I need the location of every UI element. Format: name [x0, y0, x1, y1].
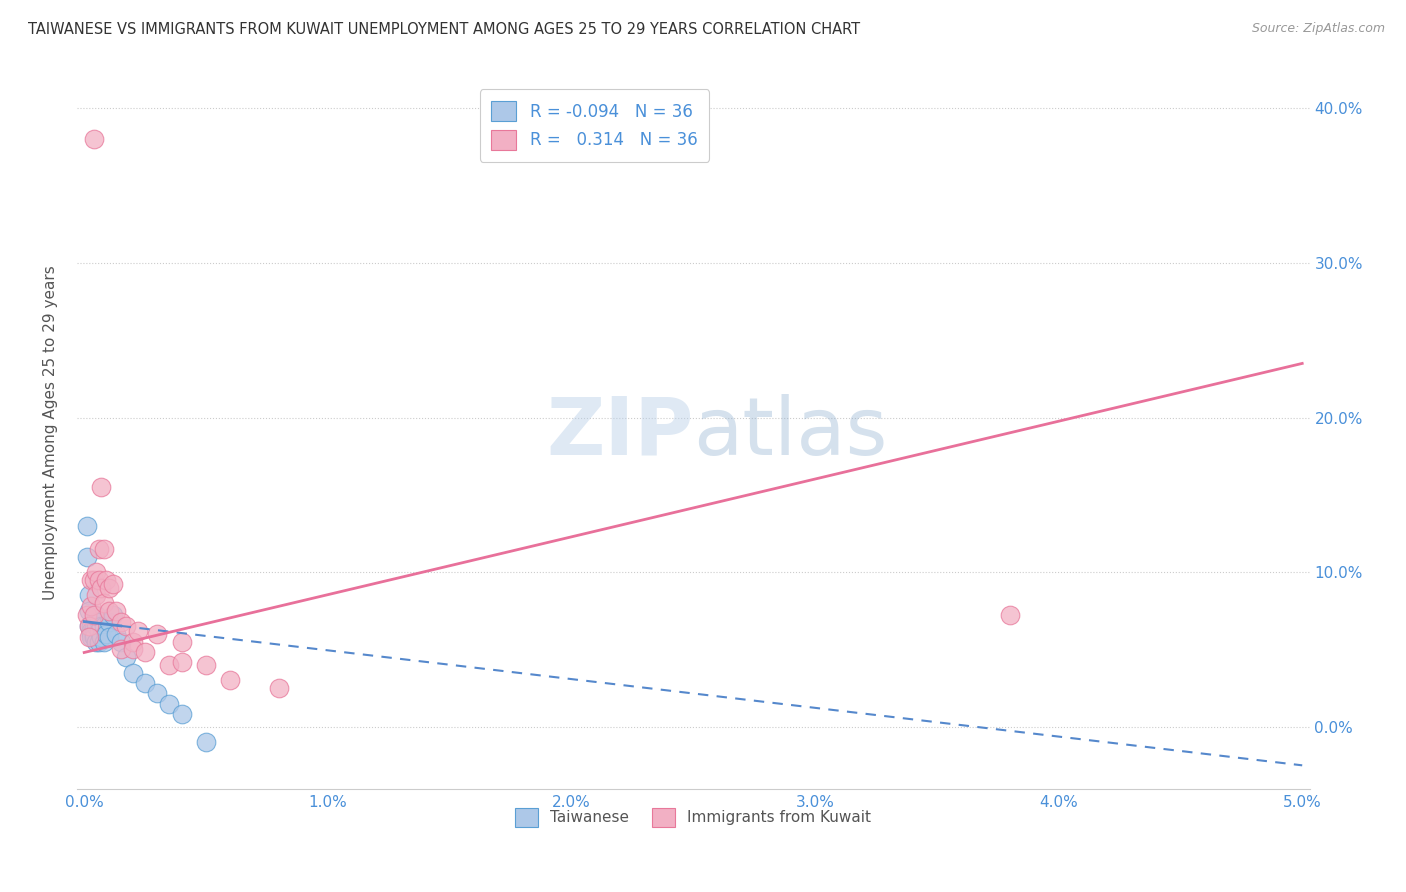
Point [80, 599, 103, 614]
Point [86, 608, 108, 623]
Point [87, 573, 110, 587]
Point [80, 619, 103, 633]
Legend: Taiwanese, Immigrants from Kuwait: Taiwanese, Immigrants from Kuwait [508, 800, 879, 834]
Point [170, 634, 193, 648]
Point [114, 650, 136, 665]
Point [76, 518, 98, 533]
Point [77, 630, 100, 644]
Point [93, 541, 115, 556]
Point [77, 619, 100, 633]
Point [122, 634, 145, 648]
Point [219, 673, 242, 688]
Point [87, 541, 110, 556]
Y-axis label: Unemployment Among Ages 25 to 29 years: Unemployment Among Ages 25 to 29 years [44, 266, 58, 600]
Point [93, 619, 115, 633]
Point [94, 627, 117, 641]
Point [90, 619, 112, 633]
Point [80, 627, 103, 641]
Point [83, 619, 105, 633]
Point [86, 565, 108, 579]
Point [110, 634, 132, 648]
Point [267, 681, 290, 695]
Point [104, 627, 127, 641]
Point [77, 588, 100, 602]
Point [80, 624, 103, 638]
Text: ZIP: ZIP [546, 394, 693, 472]
Point [122, 665, 145, 680]
Point [93, 596, 115, 610]
Point [90, 581, 112, 595]
Point [170, 655, 193, 669]
Point [87, 615, 110, 629]
Text: Source: ZipAtlas.com: Source: ZipAtlas.com [1251, 22, 1385, 36]
Point [77, 619, 100, 633]
Point [998, 608, 1021, 623]
Point [86, 615, 108, 629]
Point [134, 645, 156, 659]
Point [76, 549, 98, 564]
Point [83, 630, 105, 644]
Point [80, 573, 103, 587]
Point [83, 573, 105, 587]
Point [86, 634, 108, 648]
Point [103, 577, 125, 591]
Text: atlas: atlas [693, 394, 887, 472]
Point [94, 573, 117, 587]
Point [97, 615, 120, 629]
Point [90, 630, 112, 644]
Point [86, 619, 108, 633]
Point [110, 642, 132, 657]
Point [103, 608, 125, 623]
Point [159, 697, 181, 711]
Point [86, 588, 108, 602]
Point [87, 624, 110, 638]
Point [77, 604, 100, 618]
Point [122, 642, 145, 657]
Point [90, 480, 112, 494]
Point [97, 604, 120, 618]
Point [80, 630, 103, 644]
Point [104, 604, 127, 618]
Point [97, 630, 120, 644]
Point [170, 707, 193, 722]
Point [159, 657, 181, 672]
Point [114, 619, 136, 633]
Point [146, 627, 169, 641]
Point [195, 657, 218, 672]
Text: TAIWANESE VS IMMIGRANTS FROM KUWAIT UNEMPLOYMENT AMONG AGES 25 TO 29 YEARS CORRE: TAIWANESE VS IMMIGRANTS FROM KUWAIT UNEM… [28, 22, 860, 37]
Point [76, 608, 98, 623]
Point [83, 608, 105, 623]
Point [127, 624, 149, 638]
Point [83, 132, 105, 146]
Point [146, 686, 169, 700]
Point [97, 581, 120, 595]
Point [110, 615, 132, 629]
Point [83, 627, 105, 641]
Point [195, 735, 218, 749]
Point [87, 634, 110, 648]
Point [134, 676, 156, 690]
Point [93, 634, 115, 648]
